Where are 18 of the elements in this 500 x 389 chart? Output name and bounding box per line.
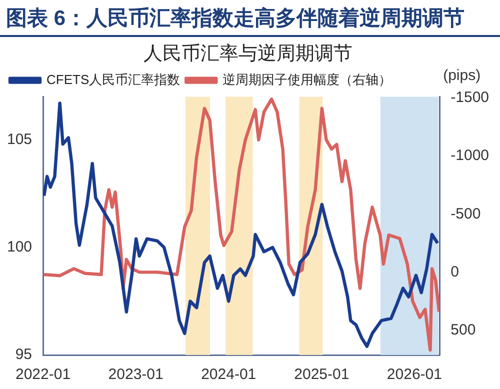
- y2-tick-label: -500: [450, 205, 481, 222]
- y-tick-label: 95: [15, 346, 32, 364]
- y2-tick-label: -1500: [450, 89, 490, 106]
- x-tick-label: 2025-01: [294, 366, 350, 384]
- x-tick-label: 2024-01: [201, 366, 256, 384]
- y-tick-label: 105: [6, 130, 32, 148]
- chart-subtitle: 人民币汇率与逆周期调节: [144, 42, 352, 65]
- x-tick-label: 2026-01: [386, 366, 442, 384]
- y2-tick-label: 0: [450, 263, 459, 280]
- x-tick-label: 2022-01: [15, 366, 71, 384]
- y2-axis-title: (pips): [443, 66, 481, 84]
- y-tick-label: 100: [6, 238, 32, 256]
- legend-label: CFETS人民币汇率指数: [46, 72, 180, 87]
- legend-label: 逆周期因子使用幅度（右轴）: [222, 72, 392, 87]
- y2-tick-label: -1000: [450, 147, 490, 164]
- chart-title: 图表 6：人民币汇率指数走高多伴随着逆周期调节: [0, 0, 500, 37]
- y2-tick-label: 500: [450, 321, 476, 338]
- x-tick-label: 2023-01: [108, 366, 164, 384]
